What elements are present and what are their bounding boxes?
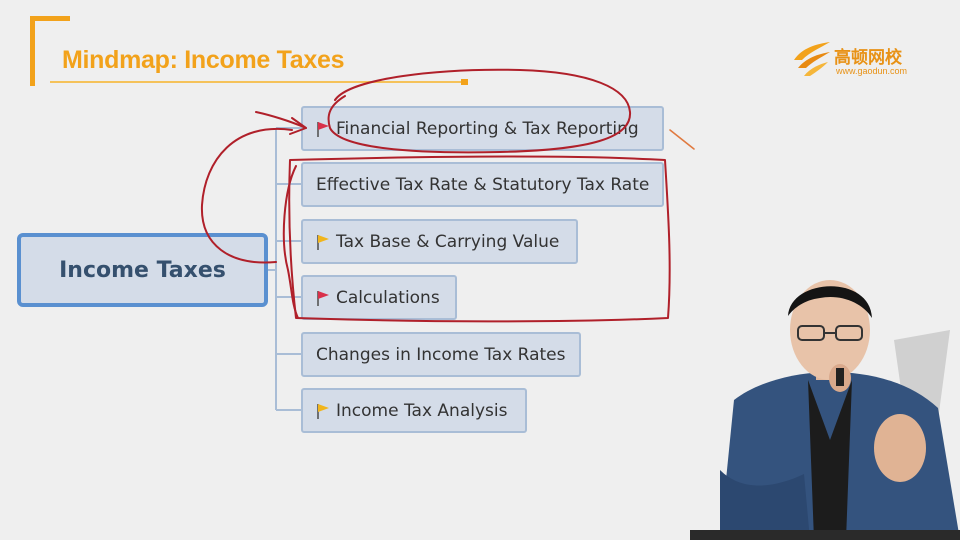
- mindmap-root-node[interactable]: Income Taxes: [17, 233, 268, 307]
- red-flag-icon: [317, 121, 329, 137]
- node-label: Calculations: [336, 287, 440, 308]
- node-label: Effective Tax Rate & Statutory Tax Rate: [316, 174, 650, 195]
- mindmap-node-financial-reporting[interactable]: Financial Reporting & Tax Reporting: [301, 106, 664, 151]
- logo-name: 高顿网校: [834, 48, 902, 68]
- presenter-desk: [690, 530, 960, 540]
- red-flag-icon: [317, 290, 329, 306]
- brand-logo: 高顿网校 www.gaodun.com: [792, 38, 922, 80]
- title-bracket-left: [30, 16, 35, 86]
- mindmap-node-effective-tax-rate[interactable]: Effective Tax Rate & Statutory Tax Rate: [301, 162, 664, 207]
- mindmap-node-changes-in-rates[interactable]: Changes in Income Tax Rates: [301, 332, 581, 377]
- node-label: Changes in Income Tax Rates: [316, 344, 566, 365]
- title-underline: [50, 81, 466, 83]
- title-bracket-top: [30, 16, 70, 21]
- node-label: Income Tax Analysis: [336, 400, 508, 421]
- logo-url: www.gaodun.com: [836, 66, 908, 76]
- mindmap-node-calculations[interactable]: Calculations: [301, 275, 457, 320]
- presenter-figure: [720, 280, 960, 540]
- node-label: Financial Reporting & Tax Reporting: [336, 118, 639, 139]
- node-label: Tax Base & Carrying Value: [336, 231, 560, 252]
- mindmap-node-income-tax-analysis[interactable]: Income Tax Analysis: [301, 388, 527, 433]
- logo-wings-icon: [794, 42, 830, 76]
- slide-title: Mindmap: Income Taxes: [62, 46, 345, 74]
- yellow-flag-icon: [317, 403, 329, 419]
- yellow-flag-icon: [317, 234, 329, 250]
- mindmap-node-tax-base[interactable]: Tax Base & Carrying Value: [301, 219, 578, 264]
